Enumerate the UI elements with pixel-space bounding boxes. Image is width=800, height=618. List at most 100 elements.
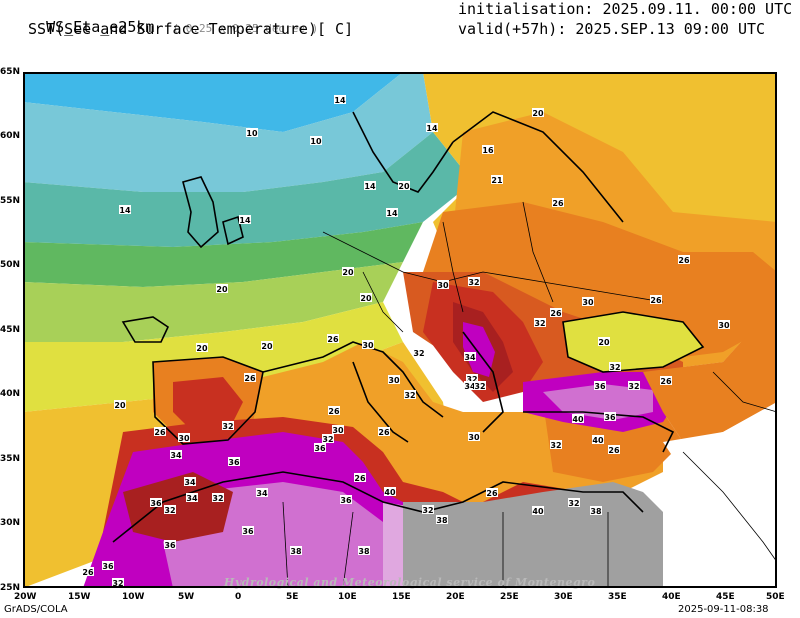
contour-label: 32 xyxy=(534,319,545,328)
contour-label: 36 xyxy=(102,562,114,571)
contour-label: 32 xyxy=(222,422,233,431)
contour-label: 20 xyxy=(216,285,228,294)
contour-label: 36 xyxy=(228,458,240,467)
contour-label: 14 xyxy=(386,209,398,218)
contour-label: 26 xyxy=(550,309,562,318)
contour-label: 32 xyxy=(322,435,333,444)
contour-label: 21 xyxy=(491,176,503,185)
contour-label: 32 xyxy=(474,382,485,391)
field-title: SST(See and Surface Temperature)[ C] xyxy=(28,20,354,38)
contour-label: 26 xyxy=(608,446,620,455)
contour-label: 38 xyxy=(590,507,602,516)
grads-credit: GrADS/COLA xyxy=(4,604,68,615)
contour-label: 26 xyxy=(354,474,366,483)
contour-label: 34 xyxy=(186,494,198,503)
resolution-note: ( 0.25 x 0.25 degree ) xyxy=(172,22,319,35)
lon-label-15w: 15W xyxy=(68,592,91,602)
lat-label-30n: 30N xyxy=(0,518,21,528)
contour-label: 32 xyxy=(468,278,479,287)
contour-label: 32 xyxy=(404,391,415,400)
contour-label: 16 xyxy=(482,146,494,155)
contour-label: 20 xyxy=(261,342,273,351)
contour-label: 40 xyxy=(572,415,584,424)
contour-label: 26 xyxy=(552,199,564,208)
lon-label-10e: 10E xyxy=(338,592,357,602)
lat-label-50n: 50N xyxy=(0,260,21,270)
lon-label-0: 0 xyxy=(235,592,242,602)
lat-label-60n: 60N xyxy=(0,131,21,141)
contour-label: 30 xyxy=(437,281,449,290)
contour-label: 10 xyxy=(310,137,322,146)
lon-label-40e: 40E xyxy=(662,592,681,602)
contour-label: 20 xyxy=(598,338,610,347)
contour-label: 30 xyxy=(582,298,594,307)
contour-label: 14 xyxy=(334,96,346,105)
contour-label: 26 xyxy=(244,374,256,383)
contour-label: 26 xyxy=(154,428,166,437)
lon-label-10w: 10W xyxy=(122,592,145,602)
lon-label-5w: 5W xyxy=(178,592,195,602)
contour-label: 30 xyxy=(468,433,480,442)
lon-label-15e: 15E xyxy=(392,592,411,602)
contour-label: 30 xyxy=(362,341,374,350)
lat-label-35n: 35N xyxy=(0,454,21,464)
contour-label: 14 xyxy=(239,216,251,225)
contour-label: 26 xyxy=(82,568,94,577)
lat-label-55n: 55N xyxy=(0,196,21,206)
contour-label: 26 xyxy=(328,407,340,416)
lat-label-40n: 40N xyxy=(0,389,21,399)
contour-label: 32 xyxy=(422,506,433,515)
contour-label: 20 xyxy=(532,109,544,118)
contour-label: 34 xyxy=(464,353,476,362)
contour-label: 32 xyxy=(628,382,639,391)
contour-label: 20 xyxy=(114,401,126,410)
contour-label: 38 xyxy=(290,547,302,556)
contour-label: 32 xyxy=(609,363,620,372)
lon-label-45e: 45E xyxy=(716,592,735,602)
contour-label: 32 xyxy=(212,494,223,503)
valid-time: valid(+57h): 2025.SEP.13 09:00 UTC xyxy=(458,20,766,38)
contour-label: 34 xyxy=(256,489,268,498)
contour-label: 20 xyxy=(360,294,372,303)
lon-label-5e: 5E xyxy=(286,592,299,602)
initialisation-time: initialisation: 2025.09.11. 00:00 UTC xyxy=(458,0,793,18)
contour-label: 14 xyxy=(364,182,376,191)
contour-label: 36 xyxy=(594,382,606,391)
contour-label: 32 xyxy=(164,506,175,515)
contour-label: 14 xyxy=(426,124,438,133)
contour-label: 26 xyxy=(678,256,690,265)
render-timestamp: 2025-09-11-08:38 xyxy=(678,604,769,615)
contour-label: 30 xyxy=(178,434,190,443)
contour-label: 26 xyxy=(378,428,390,437)
contour-label: 26 xyxy=(650,296,662,305)
contour-label: 20 xyxy=(196,344,208,353)
contour-label: 32 xyxy=(112,579,123,588)
contour-label: 26 xyxy=(660,377,672,386)
contour-label: 32 xyxy=(568,499,579,508)
contour-label: 36 xyxy=(164,541,176,550)
lat-label-25n: 25N xyxy=(0,583,21,593)
contour-label: 14 xyxy=(119,206,131,215)
lat-label-45n: 45N xyxy=(0,325,21,335)
contour-label: 36 xyxy=(340,496,352,505)
contour-label: 34 xyxy=(170,451,182,460)
contour-label: 30 xyxy=(332,426,344,435)
contour-label: 34 xyxy=(184,478,196,487)
lon-label-20e: 20E xyxy=(446,592,465,602)
lat-label-65n: 65N xyxy=(0,67,21,77)
contour-label: 30 xyxy=(718,321,730,330)
contour-label: 36 xyxy=(242,527,254,536)
lon-label-30e: 30E xyxy=(554,592,573,602)
contour-label: 32 xyxy=(413,349,424,358)
contour-label: 38 xyxy=(436,516,448,525)
contour-label: 38 xyxy=(358,547,370,556)
contour-label: 32 xyxy=(550,441,561,450)
watermark: Hydrological and Meteorological service … xyxy=(224,576,596,589)
contour-label: 30 xyxy=(388,376,400,385)
contour-label: 26 xyxy=(486,489,498,498)
contour-label: 36 xyxy=(150,499,162,508)
model-title: WS_Eta_e25km ( 0.25 x 0.25 degree ) xyxy=(46,18,319,36)
contour-label: 20 xyxy=(342,268,354,277)
contour-label: 40 xyxy=(592,436,604,445)
